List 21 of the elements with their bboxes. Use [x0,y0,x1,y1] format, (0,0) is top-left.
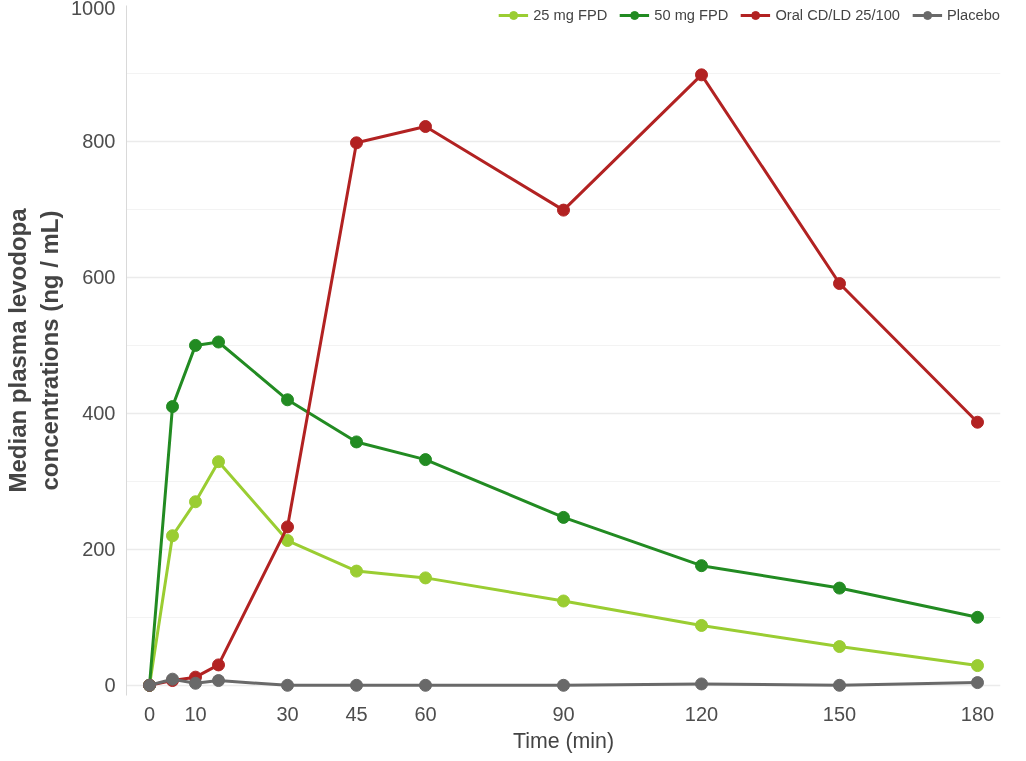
y-axis-title: Median plasma levodopa concentrations (ng / mL) [3,207,64,493]
y-tick-label: 600 [82,266,116,289]
x-tick-label: 45 [345,702,368,725]
y-tick-label: 0 [104,674,116,697]
legend-label: Placebo [947,7,1000,23]
x-tick-label: 150 [822,702,857,725]
x-tick-label: 30 [276,702,299,725]
legend-label: 50 mg FPD [654,7,729,23]
y-tick-label: 200 [82,538,116,561]
x-tick-label: 10 [184,702,207,725]
x-tick-label: 120 [684,702,719,725]
legend-label: 25 mg FPD [533,7,608,23]
x-tick-label: 0 [143,702,156,725]
x-axis-title: Time (min) [512,728,615,753]
legend-label: Oral CD/LD 25/100 [775,7,901,23]
x-tick-label: 60 [414,702,437,725]
y-tick-label: 1000 [71,0,116,19]
y-tick-label: 800 [82,130,116,153]
x-tick-label: 180 [960,702,995,725]
x-tick-label: 90 [552,702,575,725]
y-tick-label: 400 [82,402,116,425]
